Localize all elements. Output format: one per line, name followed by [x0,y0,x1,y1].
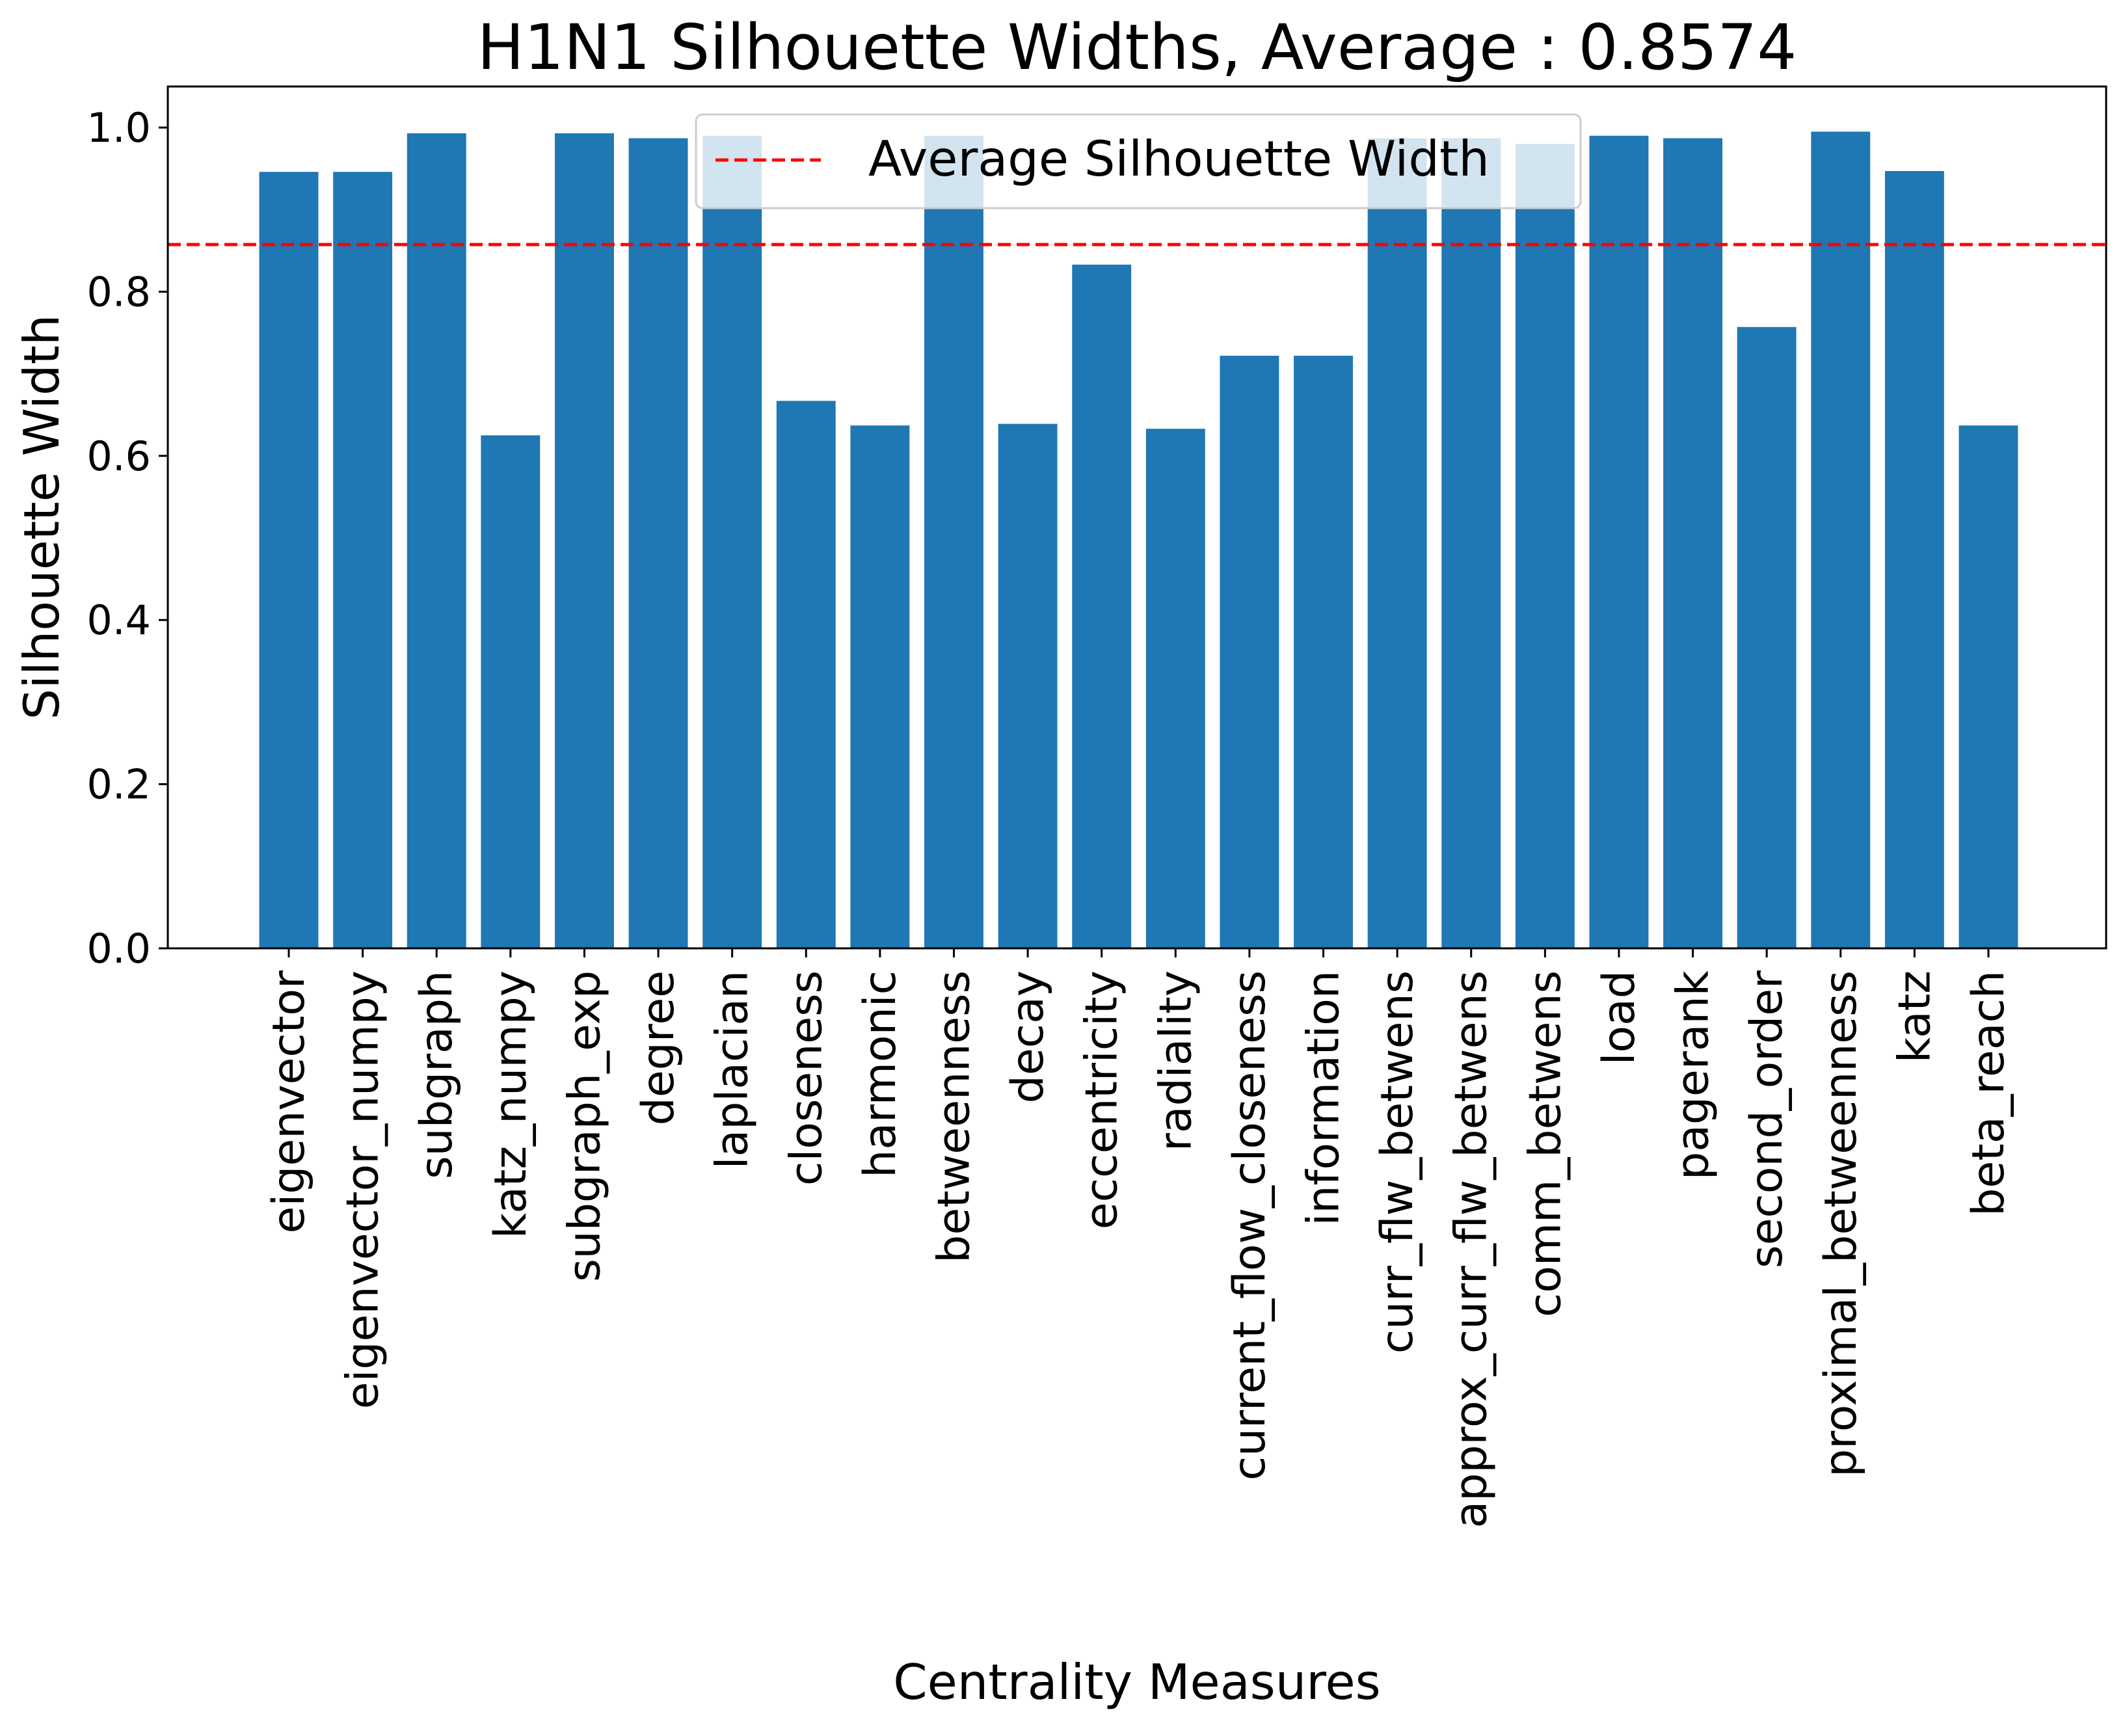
x-tick-label-current_flow_closeness: current_flow_closeness [1224,970,1276,1480]
y-tick-label-0.2: 0.2 [87,761,151,808]
x-tick-label-katz_numpy: katz_numpy [485,970,537,1238]
bar-betweenness [924,135,983,949]
legend-entry-average: Average Silhouette Width [868,130,1490,187]
bar-beta_reach [1958,425,2018,948]
x-tick-label-degree: degree [633,970,684,1125]
x-tick-label-comm_betwens: comm_betwens [1519,970,1571,1317]
x-axis-label: Centrality Measures [893,1653,1380,1711]
bar-decay [998,423,1058,948]
y-tick-label-0.4: 0.4 [87,596,151,644]
x-tick-label-proximal_betweenness: proximal_betweenness [1815,970,1867,1477]
bar-katz_numpy [481,435,541,948]
x-axis: eigenvector eigenvector_numpy subgraph katz… [263,948,2014,1529]
x-tick-label-pagerank: pagerank [1668,970,1719,1180]
x-tick-label-beta_reach: beta_reach [1963,970,2014,1216]
bar-katz [1884,170,1944,948]
bar-eigenvector [259,172,319,949]
x-tick-label-betweenness: betweenness [928,970,980,1263]
bars-group [259,131,2018,949]
chart-title: H1N1 Silhouette Widths, Average : 0.8574 [477,11,1797,84]
legend: Average Silhouette Width [695,113,1582,209]
x-tick-label-eccentricity: eccentricity [1076,970,1128,1229]
x-tick-label-laplacian: laplacian [707,970,758,1169]
bar-subgraph [407,133,466,948]
y-tick-label-1.0: 1.0 [87,104,151,152]
bar-comm_betwens [1515,144,1575,948]
bar-information [1294,355,1353,948]
x-tick-label-katz: katz [1889,970,1940,1063]
x-tick-label-eigenvector_numpy: eigenvector_numpy [338,970,389,1409]
x-tick-label-closeness: closeness [781,970,832,1186]
x-tick-label-approx_curr_flw_betwens: approx_curr_flw_betwens [1446,970,1497,1529]
y-tick-label-0.0: 0.0 [87,925,151,972]
y-tick-label-0.6: 0.6 [87,433,151,480]
bar-second_order [1737,327,1797,948]
bar-approx_curr_flw_betwens [1441,138,1501,948]
x-tick-label-harmonic: harmonic [855,970,906,1178]
x-tick-label-curr_flw_betwens: curr_flw_betwens [1372,970,1423,1354]
bar-pagerank [1663,138,1723,948]
bar-proximal_betweenness [1811,131,1871,948]
bar-current_flow_closeness [1220,355,1279,948]
bar-laplacian [702,135,762,949]
bar-eccentricity [1072,264,1132,948]
bar-eigenvector_numpy [333,172,393,949]
y-axis-label: Silhouette Width [13,314,70,719]
bar-radiality [1145,429,1205,948]
x-tick-label-subgraph: subgraph [411,970,462,1179]
y-axis: 0.0 0.2 0.4 0.6 0.8 1.0 [87,104,168,972]
x-tick-label-decay: decay [1002,970,1054,1103]
bar-closeness [776,401,836,948]
bar-load [1589,135,1649,949]
bar-harmonic [850,425,910,948]
legend-box [695,113,1582,209]
bar-degree [628,138,688,948]
x-tick-label-subgraph_exp: subgraph_exp [559,970,610,1282]
x-tick-label-eigenvector: eigenvector [263,970,315,1234]
x-tick-label-information: information [1298,970,1350,1225]
bar-curr_flw_betwens [1367,138,1427,948]
bar-subgraph_exp [554,133,614,948]
x-tick-label-second_order: second_order [1741,970,1793,1268]
plot-frame [167,85,2107,950]
y-tick-label-0.8: 0.8 [87,268,151,315]
x-tick-label-radiality: radiality [1150,970,1201,1151]
x-tick-label-load: load [1594,970,1645,1065]
